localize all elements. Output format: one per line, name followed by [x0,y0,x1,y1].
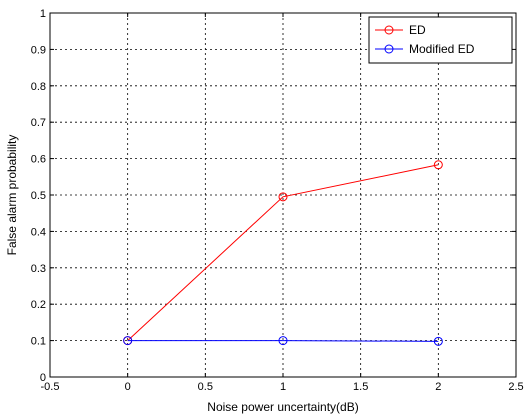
y-tick-label: 0.8 [31,81,46,93]
legend-marker [384,44,394,54]
legend-box [368,16,513,64]
x-axis-label: Noise power uncertainty(dB) [207,400,358,414]
y-tick-label: 0.1 [31,336,46,348]
series-layer [123,160,443,346]
axis-ticks: -0.5 0 0.5 1 1.5 2 2.500.10.20.30.40.50.60.70.… [31,8,524,393]
data-point [278,336,288,346]
y-tick-label: 0.2 [31,299,46,311]
series-line-1 [127,164,439,341]
series-line-2 [127,340,439,342]
y-tick-label: 0.6 [31,154,46,166]
y-tick-label: 0.4 [31,226,46,238]
x-tick-label: 0 [125,381,131,393]
data-point [278,192,288,202]
legend-label: ED [409,23,426,37]
y-tick-label: 0.7 [31,117,46,129]
x-tick-label: 2 [435,381,441,393]
x-tick-label: 2.5 [508,381,523,393]
data-point [123,336,133,346]
x-tick-label: -0.5 [41,381,60,393]
legend: ED Modified ED [368,16,513,64]
legend-label: Modified ED [409,42,475,56]
x-tick-label: 1 [280,381,286,393]
legend-marker [384,25,394,35]
x-tick-label: 1.5 [353,381,368,393]
grid-lines [50,13,516,377]
x-tick-label: 0.5 [198,381,213,393]
y-tick-label: 0.5 [31,190,46,202]
y-tick-label: 1 [40,8,46,20]
data-point [433,336,443,346]
y-tick-label: 0 [40,372,46,384]
y-axis-label: False alarm probability [5,135,19,256]
y-tick-label: 0.3 [31,263,46,275]
y-tick-label: 0.9 [31,44,46,56]
data-point [433,160,443,170]
